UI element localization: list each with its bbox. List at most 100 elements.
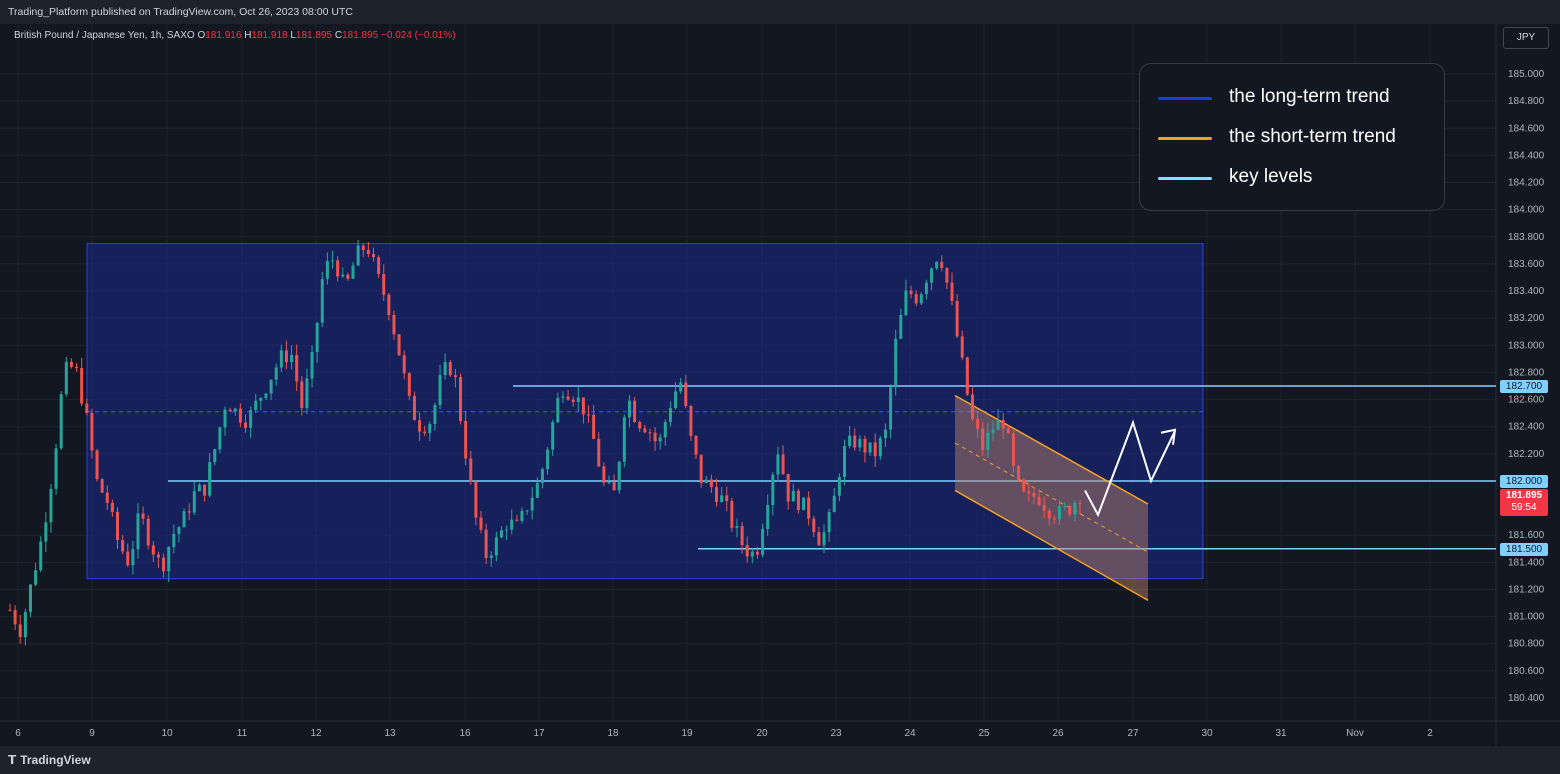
- symbol-info: British Pound / Japanese Yen, 1h, SAXO O…: [14, 30, 456, 41]
- candle-body-179: [924, 282, 928, 295]
- candle-body-156: [807, 497, 811, 519]
- candle-body-82: [428, 423, 432, 434]
- candle-body-88: [459, 377, 463, 421]
- candle-body-144: [745, 545, 749, 557]
- candle-body-100: [520, 511, 524, 521]
- channel-upper: [954, 394, 1149, 505]
- candle-body-159: [822, 532, 826, 546]
- candle-body-40: [213, 449, 217, 463]
- candle-body-75: [392, 314, 396, 335]
- candle-body-127: [658, 437, 662, 442]
- candle-body-12: [69, 361, 73, 367]
- candle-body-154: [796, 490, 800, 511]
- current-price-countdown: 59:54: [1511, 502, 1537, 513]
- time-tick-label-19: 2: [1427, 728, 1433, 739]
- price-tick-label-1: 184.800: [1508, 96, 1545, 107]
- candle-body-74: [387, 294, 391, 315]
- candle-body-115: [597, 438, 601, 467]
- candle-body-164: [848, 435, 852, 447]
- candle-body-36: [192, 491, 196, 513]
- legend-item-long-term: the long-term trend: [1158, 86, 1438, 110]
- candle-body-21: [116, 511, 120, 540]
- candle-body-42: [223, 409, 227, 428]
- time-tick-label-4: 12: [310, 728, 322, 739]
- candle-body-54: [284, 350, 288, 363]
- candle-body-177: [914, 294, 918, 304]
- time-tick-label-8: 18: [607, 728, 619, 739]
- time-tick-label-18: Nov: [1346, 728, 1364, 739]
- candle-body-202: [1042, 505, 1046, 511]
- candle-body-44: [233, 408, 237, 412]
- candle-body-170: [878, 438, 882, 457]
- candle-body-203: [1047, 510, 1051, 519]
- candle-body-142: [735, 526, 739, 528]
- candle-body-152: [786, 474, 790, 502]
- footer-bar: 𝗧 TradingView: [0, 746, 1560, 774]
- channel-mid: [954, 442, 1149, 553]
- candle-body-46: [244, 422, 248, 428]
- candle-body-180: [930, 268, 934, 283]
- time-tick-label-17: 31: [1275, 728, 1287, 739]
- candle-body-52: [274, 367, 278, 380]
- candle-body-206: [1063, 505, 1067, 507]
- time-tick-label-6: 16: [459, 728, 471, 739]
- candle-body-0: [8, 609, 12, 611]
- candle-body-72: [377, 257, 381, 275]
- candle-body-146: [755, 551, 759, 555]
- candle-body-151: [781, 454, 785, 475]
- candle-body-118: [612, 482, 616, 491]
- price-tick-label-7: 183.600: [1508, 259, 1545, 270]
- candle-body-176: [909, 290, 913, 295]
- tradingview-logo[interactable]: 𝗧 TradingView: [8, 753, 91, 767]
- high-value: 181.918: [251, 30, 288, 41]
- candle-body-22: [121, 539, 125, 552]
- candle-body-196: [1011, 433, 1015, 466]
- candle-body-63: [331, 260, 335, 262]
- candle-body-136: [704, 479, 708, 483]
- candle-body-39: [208, 462, 212, 496]
- candle-body-107: [556, 397, 560, 423]
- candle-body-24: [131, 549, 135, 566]
- candle-body-126: [653, 432, 657, 442]
- price-tick-label-12: 182.600: [1508, 395, 1545, 406]
- key-level-tag-182000: 182.000: [1500, 475, 1548, 488]
- time-tick-label-5: 13: [384, 728, 396, 739]
- candle-body-23: [126, 551, 130, 566]
- symbol-name: British Pound / Japanese Yen, 1h, SAXO: [14, 30, 195, 41]
- currency-button[interactable]: JPY: [1503, 27, 1549, 49]
- candle-body-181: [935, 261, 939, 269]
- price-tick-label-16: 181.400: [1508, 557, 1545, 568]
- brand-text: TradingView: [20, 753, 91, 767]
- time-tick-label-11: 23: [830, 728, 842, 739]
- candle-body-134: [694, 435, 698, 455]
- candle-body-143: [740, 526, 744, 546]
- candle-body-150: [776, 454, 780, 475]
- candle-body-192: [991, 429, 995, 433]
- price-tick-label-8: 183.400: [1508, 286, 1545, 297]
- candle-body-68: [356, 245, 360, 266]
- candle-body-178: [919, 294, 923, 304]
- time-tick-label-3: 11: [237, 728, 248, 739]
- candle-body-83: [433, 405, 437, 424]
- candle-body-195: [1006, 428, 1010, 434]
- candle-body-77: [402, 355, 406, 374]
- candle-body-184: [950, 282, 954, 302]
- candle-body-87: [453, 375, 457, 378]
- candle-body-45: [238, 408, 242, 423]
- legend-swatch-short-term: [1158, 137, 1212, 140]
- candle-body-55: [290, 354, 294, 363]
- price-tick-label-14: 182.200: [1508, 449, 1545, 460]
- candle-body-10: [59, 394, 63, 449]
- candle-body-189: [976, 418, 980, 429]
- candle-body-85: [443, 362, 447, 376]
- candle-body-167: [863, 438, 867, 453]
- price-tick-label-19: 180.800: [1508, 639, 1545, 650]
- candle-body-43: [228, 409, 232, 412]
- price-tick-label-15: 181.600: [1508, 530, 1545, 541]
- candle-body-169: [873, 442, 877, 457]
- time-tick-label-2: 10: [161, 728, 173, 739]
- candle-body-86: [448, 362, 452, 376]
- candle-body-89: [464, 420, 468, 459]
- high-label: H: [244, 30, 252, 41]
- open-label: O: [197, 30, 206, 41]
